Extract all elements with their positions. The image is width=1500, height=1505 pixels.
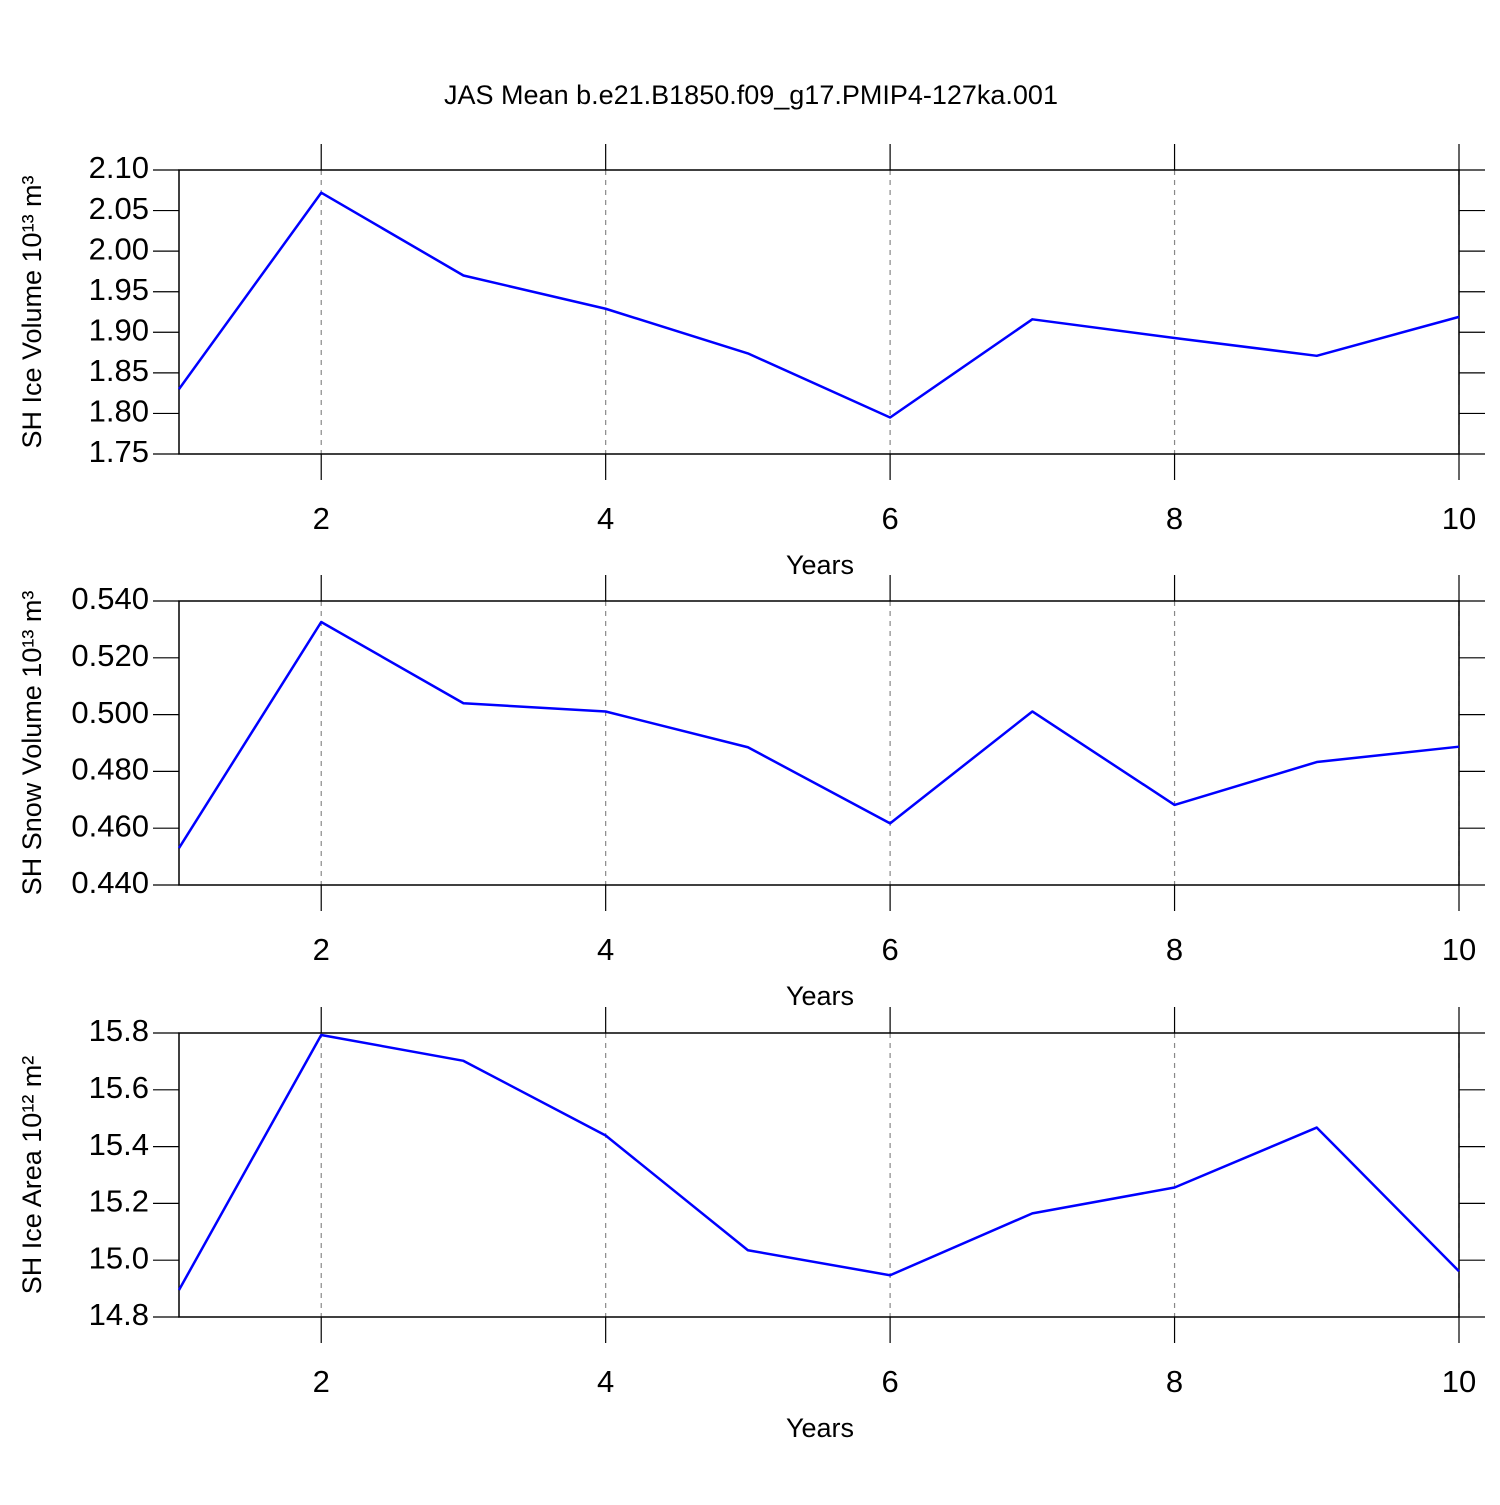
y-tick-label: 15.8 bbox=[89, 1013, 149, 1048]
y-tick-label: 2.00 bbox=[89, 231, 149, 266]
y-tick-label: 15.4 bbox=[89, 1127, 149, 1162]
y-axis-label: SH Ice Volume 10¹³ m³ bbox=[17, 175, 47, 448]
x-axis-label: Years bbox=[786, 1413, 854, 1443]
y-axis-label: SH Ice Area 10¹² m² bbox=[17, 1056, 47, 1295]
y-tick-label: 0.540 bbox=[71, 581, 149, 616]
y-tick-label: 2.05 bbox=[89, 191, 149, 226]
x-tick-label: 2 bbox=[313, 932, 330, 967]
data-line bbox=[177, 620, 1460, 849]
y-tick-label: 15.6 bbox=[89, 1070, 149, 1105]
plot-frame bbox=[178, 1032, 1460, 1318]
x-tick-label: 4 bbox=[597, 932, 614, 967]
x-tick-label: 10 bbox=[1442, 501, 1476, 536]
x-tick-label: 2 bbox=[313, 501, 330, 536]
x-tick-label: 4 bbox=[597, 501, 614, 536]
data-line bbox=[177, 1033, 1460, 1291]
x-tick-label: 6 bbox=[881, 501, 898, 536]
plot-frame bbox=[178, 600, 1460, 886]
y-tick-label: 0.440 bbox=[71, 865, 149, 900]
y-tick-label: 15.0 bbox=[89, 1240, 149, 1275]
x-tick-label: 6 bbox=[881, 932, 898, 967]
y-tick-label: 1.85 bbox=[89, 353, 149, 388]
x-axis-label: Years bbox=[786, 981, 854, 1011]
y-tick-label: 0.460 bbox=[71, 808, 149, 843]
x-tick-label: 6 bbox=[881, 1364, 898, 1399]
y-tick-label: 14.8 bbox=[89, 1297, 149, 1332]
x-tick-label: 10 bbox=[1442, 1364, 1476, 1399]
y-tick-label: 1.80 bbox=[89, 394, 149, 429]
y-tick-label: 1.90 bbox=[89, 312, 149, 347]
y-axis-label: SH Snow Volume 10¹³ m³ bbox=[17, 591, 47, 896]
x-tick-label: 8 bbox=[1166, 932, 1183, 967]
x-axis-label: Years bbox=[786, 550, 854, 580]
y-tick-label: 1.95 bbox=[89, 272, 149, 307]
y-tick-label: 15.2 bbox=[89, 1184, 149, 1219]
x-tick-label: 8 bbox=[1166, 501, 1183, 536]
x-tick-label: 4 bbox=[597, 1364, 614, 1399]
y-tick-label: 0.500 bbox=[71, 695, 149, 730]
y-tick-label: 2.10 bbox=[89, 150, 149, 185]
y-tick-label: 0.520 bbox=[71, 638, 149, 673]
y-tick-label: 0.480 bbox=[71, 752, 149, 787]
y-tick-label: 1.75 bbox=[89, 434, 149, 469]
x-tick-label: 10 bbox=[1442, 932, 1476, 967]
chart-title: JAS Mean b.e21.B1850.f09_g17.PMIP4-127ka… bbox=[444, 80, 1058, 110]
plot-frame bbox=[178, 169, 1460, 455]
x-tick-label: 2 bbox=[313, 1364, 330, 1399]
x-tick-label: 8 bbox=[1166, 1364, 1183, 1399]
data-line bbox=[177, 191, 1460, 419]
